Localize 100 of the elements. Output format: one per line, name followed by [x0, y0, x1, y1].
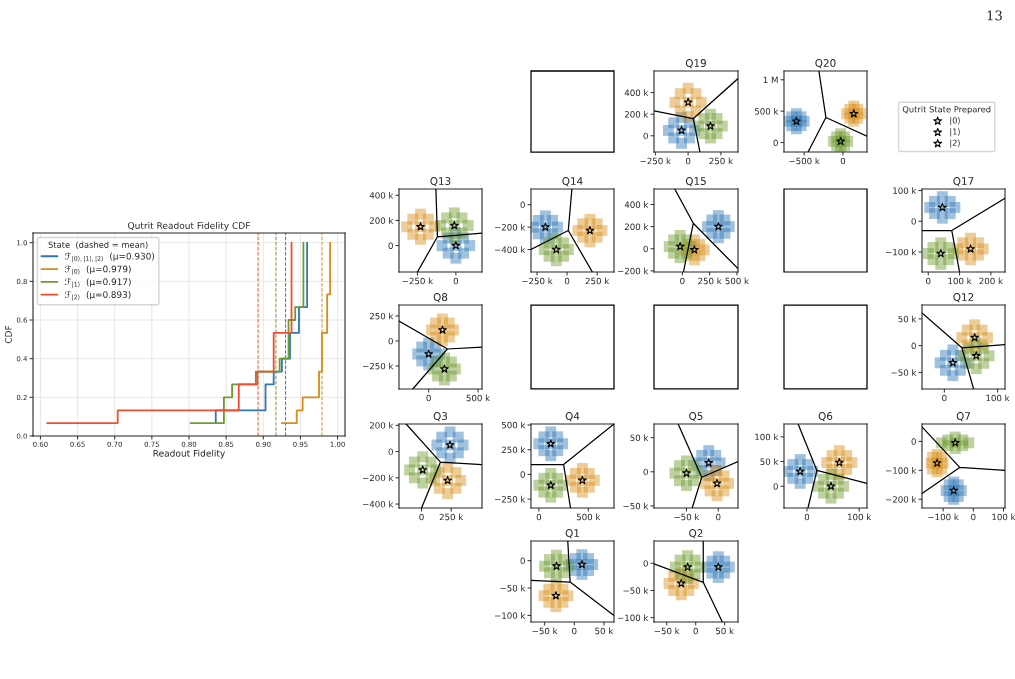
y-tick-label: 100 k: [893, 187, 917, 194]
x-tick-label: 0: [971, 513, 976, 521]
legend-label: ℱ$_{|0⟩,|1⟩,|2⟩}$ (μ=0.930): [64, 252, 155, 263]
point: [674, 105, 686, 117]
point: [443, 331, 455, 343]
chart-title: Q7: [956, 412, 971, 422]
y-tick-label: 0: [643, 132, 648, 140]
y-tick-label: 200 k: [369, 422, 394, 429]
x-tick-label: 100 k: [848, 513, 872, 521]
y-tick-label: −200 k: [362, 474, 394, 482]
y-tick-label: 0: [520, 201, 525, 209]
y-tick-label: 500 k: [501, 421, 526, 429]
point: [456, 212, 468, 224]
y-tick-label: −200 k: [617, 267, 649, 275]
point: [841, 463, 853, 475]
point: [929, 208, 940, 220]
point: [436, 431, 448, 443]
point: [416, 355, 428, 367]
legend-label: |0⟩: [950, 116, 960, 126]
point: [696, 449, 708, 461]
y-tick-label: 0: [911, 218, 916, 225]
point: [957, 434, 969, 446]
y-tick-label: 50 k: [760, 458, 779, 465]
y-tick-label: 0: [911, 342, 916, 350]
point: [832, 487, 844, 499]
x-tick-label: 250 k: [585, 277, 610, 285]
point: [557, 596, 569, 608]
y-axis-title: CDF: [5, 325, 12, 344]
chart-title: Q4: [565, 412, 580, 422]
x-tick-label: 250 k: [439, 513, 464, 521]
point: [674, 554, 686, 566]
point: [944, 208, 956, 220]
point: [972, 249, 984, 261]
point: [557, 583, 569, 595]
point: [698, 128, 710, 140]
x-tick-label: 500 k: [466, 394, 491, 402]
point: [538, 472, 550, 484]
point: [591, 218, 603, 230]
y-tick-label: 0: [520, 557, 525, 565]
point: [452, 431, 464, 443]
point: [976, 324, 988, 336]
y-tick-label: −50 k: [500, 584, 526, 592]
point: [583, 565, 594, 577]
y-tick-label: −250 k: [362, 362, 394, 370]
chart-title: Q2: [689, 529, 703, 539]
x-tick-label: −100 k: [928, 513, 959, 521]
x-tick-label: 50 k: [595, 627, 614, 635]
point: [668, 132, 680, 144]
point: [450, 467, 462, 479]
point: [673, 475, 685, 487]
x-tick-label: 0: [572, 627, 577, 635]
point: [826, 450, 838, 462]
y-tick-label: −250 k: [494, 495, 526, 503]
y-tick-label: −100 k: [617, 614, 649, 622]
x-tick-label: 250 k: [709, 157, 733, 165]
point: [558, 237, 569, 249]
point: [944, 195, 956, 207]
point: [957, 237, 969, 249]
point: [538, 445, 550, 457]
point: [939, 349, 951, 361]
x-tick-label: 0: [804, 513, 810, 521]
y-tick-label: −50 k: [891, 369, 917, 376]
point: [583, 467, 595, 479]
point: [706, 555, 718, 567]
x-tick-label: 0: [716, 513, 721, 521]
point: [543, 554, 555, 566]
x-tick-label: 0: [536, 513, 542, 521]
x-tick-label: 0: [685, 157, 691, 165]
point: [532, 214, 544, 226]
point: [570, 481, 581, 493]
y-tick-label: 250 k: [501, 446, 526, 454]
y-tick-label: 250 k: [369, 312, 394, 320]
y-tick-label: 0: [388, 448, 393, 455]
point: [972, 237, 984, 249]
x-tick-label: 100 k: [948, 277, 972, 285]
point: [552, 431, 564, 443]
x-tick-label: 0: [926, 277, 931, 285]
chart-title: Q19: [685, 59, 706, 69]
x-tick-label: 0: [693, 627, 698, 635]
point: [668, 234, 680, 246]
point: [706, 567, 718, 579]
chart-title: Q8: [433, 293, 448, 303]
point: [583, 481, 595, 493]
point: [694, 249, 706, 261]
y-tick-label: 500 k: [754, 107, 779, 115]
point: [552, 472, 564, 484]
point: [436, 447, 448, 459]
point: [532, 228, 544, 240]
point: [543, 567, 555, 579]
point: [408, 456, 420, 468]
point: [591, 231, 603, 243]
x-tick-label: 500 k: [576, 513, 601, 521]
chart-title: Q3: [433, 412, 448, 422]
point: [577, 218, 589, 230]
point: [952, 490, 964, 502]
point: [943, 254, 955, 266]
point: [450, 482, 462, 494]
point: [939, 364, 951, 376]
legend-title: State (dashed = mean): [48, 241, 148, 249]
point: [687, 475, 699, 487]
